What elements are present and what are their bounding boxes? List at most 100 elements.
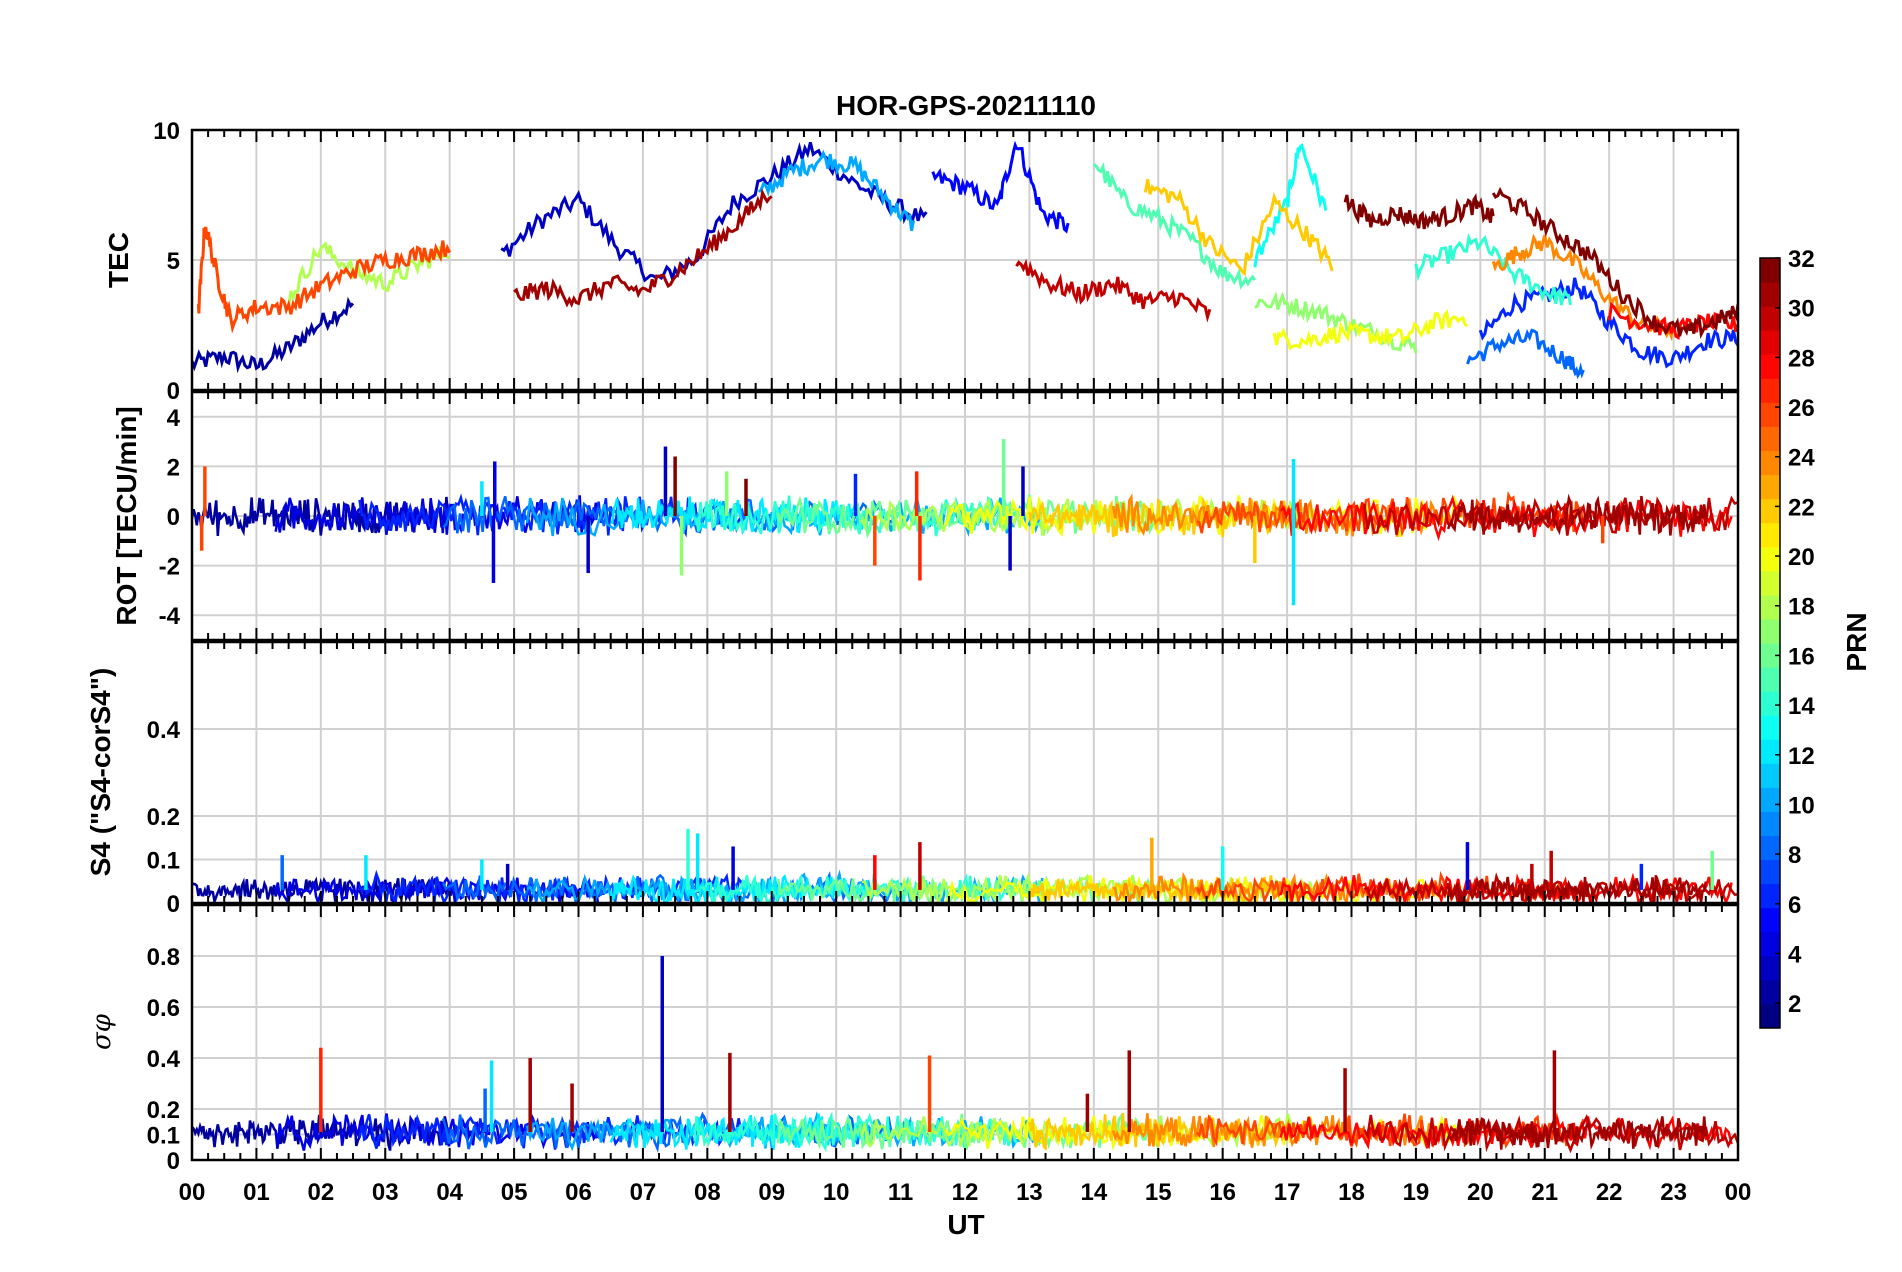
colorbar-band	[1760, 570, 1780, 596]
y-axis-label-rot: ROT [TECU/min]	[111, 406, 142, 625]
x-tick-label: 10	[823, 1179, 850, 1206]
x-tick-label: 14	[1080, 1179, 1107, 1206]
tec-series-prn32	[1491, 186, 1738, 340]
colorbar-tick-label: 10	[1788, 792, 1815, 819]
s4-trace-prn30	[1363, 872, 1738, 903]
colorbar-tick-label: 30	[1788, 296, 1815, 323]
colorbar-tick-label: 16	[1788, 643, 1815, 670]
colorbar-band	[1760, 426, 1780, 451]
colorbar-band	[1760, 618, 1780, 644]
x-tick-label: 05	[501, 1179, 528, 1206]
colorbar-tick-label: 8	[1788, 842, 1801, 869]
y-tick-label: 0.2	[147, 1097, 180, 1124]
tec-series-prn30	[1015, 258, 1212, 323]
x-tick-label: 06	[565, 1179, 592, 1206]
colorbar-band	[1760, 402, 1780, 427]
tec-series-prn32	[1343, 193, 1495, 230]
colorbar-tick-label: 26	[1788, 395, 1815, 422]
colorbar-band	[1760, 594, 1780, 620]
y-axis-label-s4: S4 ("S4-corS4")	[85, 668, 116, 877]
y-tick-label: -4	[159, 603, 181, 630]
tec-series-prn2	[192, 296, 355, 374]
colorbar-band	[1760, 498, 1780, 524]
colorbar-band	[1760, 330, 1780, 355]
colorbar-tick-label: 6	[1788, 892, 1801, 919]
colorbar-band	[1760, 835, 1780, 861]
y-tick-label: 0.2	[147, 804, 180, 831]
y-tick-label: 0.4	[147, 717, 181, 744]
colorbar-band	[1760, 546, 1780, 572]
x-tick-label: 12	[952, 1179, 979, 1206]
x-tick-label: 08	[694, 1179, 721, 1206]
x-tick-label: 01	[243, 1179, 270, 1206]
panel-s4: 0 0.1 0.2 0.4 S4 ("S4-corS4")	[85, 640, 1740, 918]
y-tick-label: 0.4	[147, 1046, 181, 1073]
colorbar-tick-label: 22	[1788, 494, 1815, 521]
y-tick-label: -2	[159, 554, 180, 581]
x-tick-labels: 00 01 02 03 04 05 06 07 08 09 10 11 12 13 14 15 16 17 18 19…	[179, 1179, 1752, 1206]
tec-series-prn5	[931, 140, 1070, 234]
colorbar-band	[1760, 907, 1780, 933]
colorbar-band	[1760, 282, 1780, 307]
colorbar-band	[1760, 955, 1780, 981]
colorbar-band	[1760, 931, 1780, 957]
y-tick-label: 0.1	[147, 1123, 180, 1150]
x-tick-label: 09	[758, 1179, 785, 1206]
x-tick-label: 11	[888, 1179, 913, 1206]
x-tick-label: 17	[1274, 1179, 1301, 1206]
tec-series-prn31	[513, 188, 773, 308]
colorbar-band	[1760, 643, 1780, 668]
x-tick-label: 22	[1596, 1179, 1623, 1206]
colorbar-band	[1760, 763, 1780, 788]
colorbar-tick-label: 4	[1788, 941, 1802, 968]
plot-area	[192, 829, 1738, 903]
x-tick-label: 02	[307, 1179, 334, 1206]
x-tick-label: 15	[1145, 1179, 1172, 1206]
sigma_phi-trace-prn2	[192, 1114, 451, 1151]
x-tick-label: 16	[1209, 1179, 1236, 1206]
y-axis-label-sigma-phi: σφ	[87, 1013, 117, 1050]
tec-series-prn20	[1272, 309, 1469, 351]
plot-area	[192, 439, 1738, 606]
colorbar-band	[1760, 522, 1780, 548]
y-tick-label: 0	[167, 504, 180, 531]
sigma_phi-trace-prn12	[609, 1113, 870, 1151]
rot-trace-prn26	[1196, 490, 1585, 538]
s4-trace-prn31	[1446, 875, 1708, 903]
colorbar-band	[1760, 378, 1780, 403]
colorbar-band	[1760, 859, 1780, 885]
colorbar-frame	[1759, 257, 1781, 1029]
colorbar-band	[1760, 667, 1780, 692]
x-tick-label: 20	[1467, 1179, 1494, 1206]
x-tick-label: 23	[1660, 1179, 1687, 1206]
colorbar-tick-label: 12	[1788, 743, 1815, 770]
colorbar-tick-label: 14	[1788, 693, 1815, 720]
colorbar-band	[1760, 306, 1780, 331]
colorbar-band	[1760, 811, 1780, 836]
x-tick-label: 07	[630, 1179, 657, 1206]
y-tick-label: 5	[167, 248, 180, 275]
colorbar-tick-label: 20	[1788, 544, 1815, 571]
colorbar-label: PRN	[1841, 612, 1872, 671]
colorbar-band	[1760, 1003, 1780, 1029]
y-tick-label: 0.8	[147, 944, 180, 971]
colorbar-band	[1760, 787, 1780, 812]
x-tick-label: 00	[1725, 1179, 1752, 1206]
colorbar-band	[1760, 258, 1780, 283]
y-tick-label: 4	[167, 405, 181, 432]
x-axis-label: UT	[947, 1209, 984, 1240]
colorbar-band	[1760, 474, 1780, 500]
tec-series-prn3	[500, 142, 928, 284]
tec-series-prn24	[1491, 233, 1676, 342]
colorbar-tick-label: 28	[1788, 345, 1815, 372]
tec-series-prn22	[1143, 179, 1334, 277]
colorbar-band	[1760, 715, 1780, 740]
x-tick-label: 03	[372, 1179, 399, 1206]
rot-trace-prn12	[610, 496, 870, 535]
tec-series-prn15	[1092, 161, 1257, 290]
panel-sigma_phi: 00.10.2 0.4 0.6 0.8 σφ	[87, 903, 1740, 1175]
x-tick-label: 18	[1338, 1179, 1365, 1206]
colorbar-band	[1760, 354, 1780, 379]
figure-title: HOR-GPS-20211110	[836, 90, 1096, 121]
